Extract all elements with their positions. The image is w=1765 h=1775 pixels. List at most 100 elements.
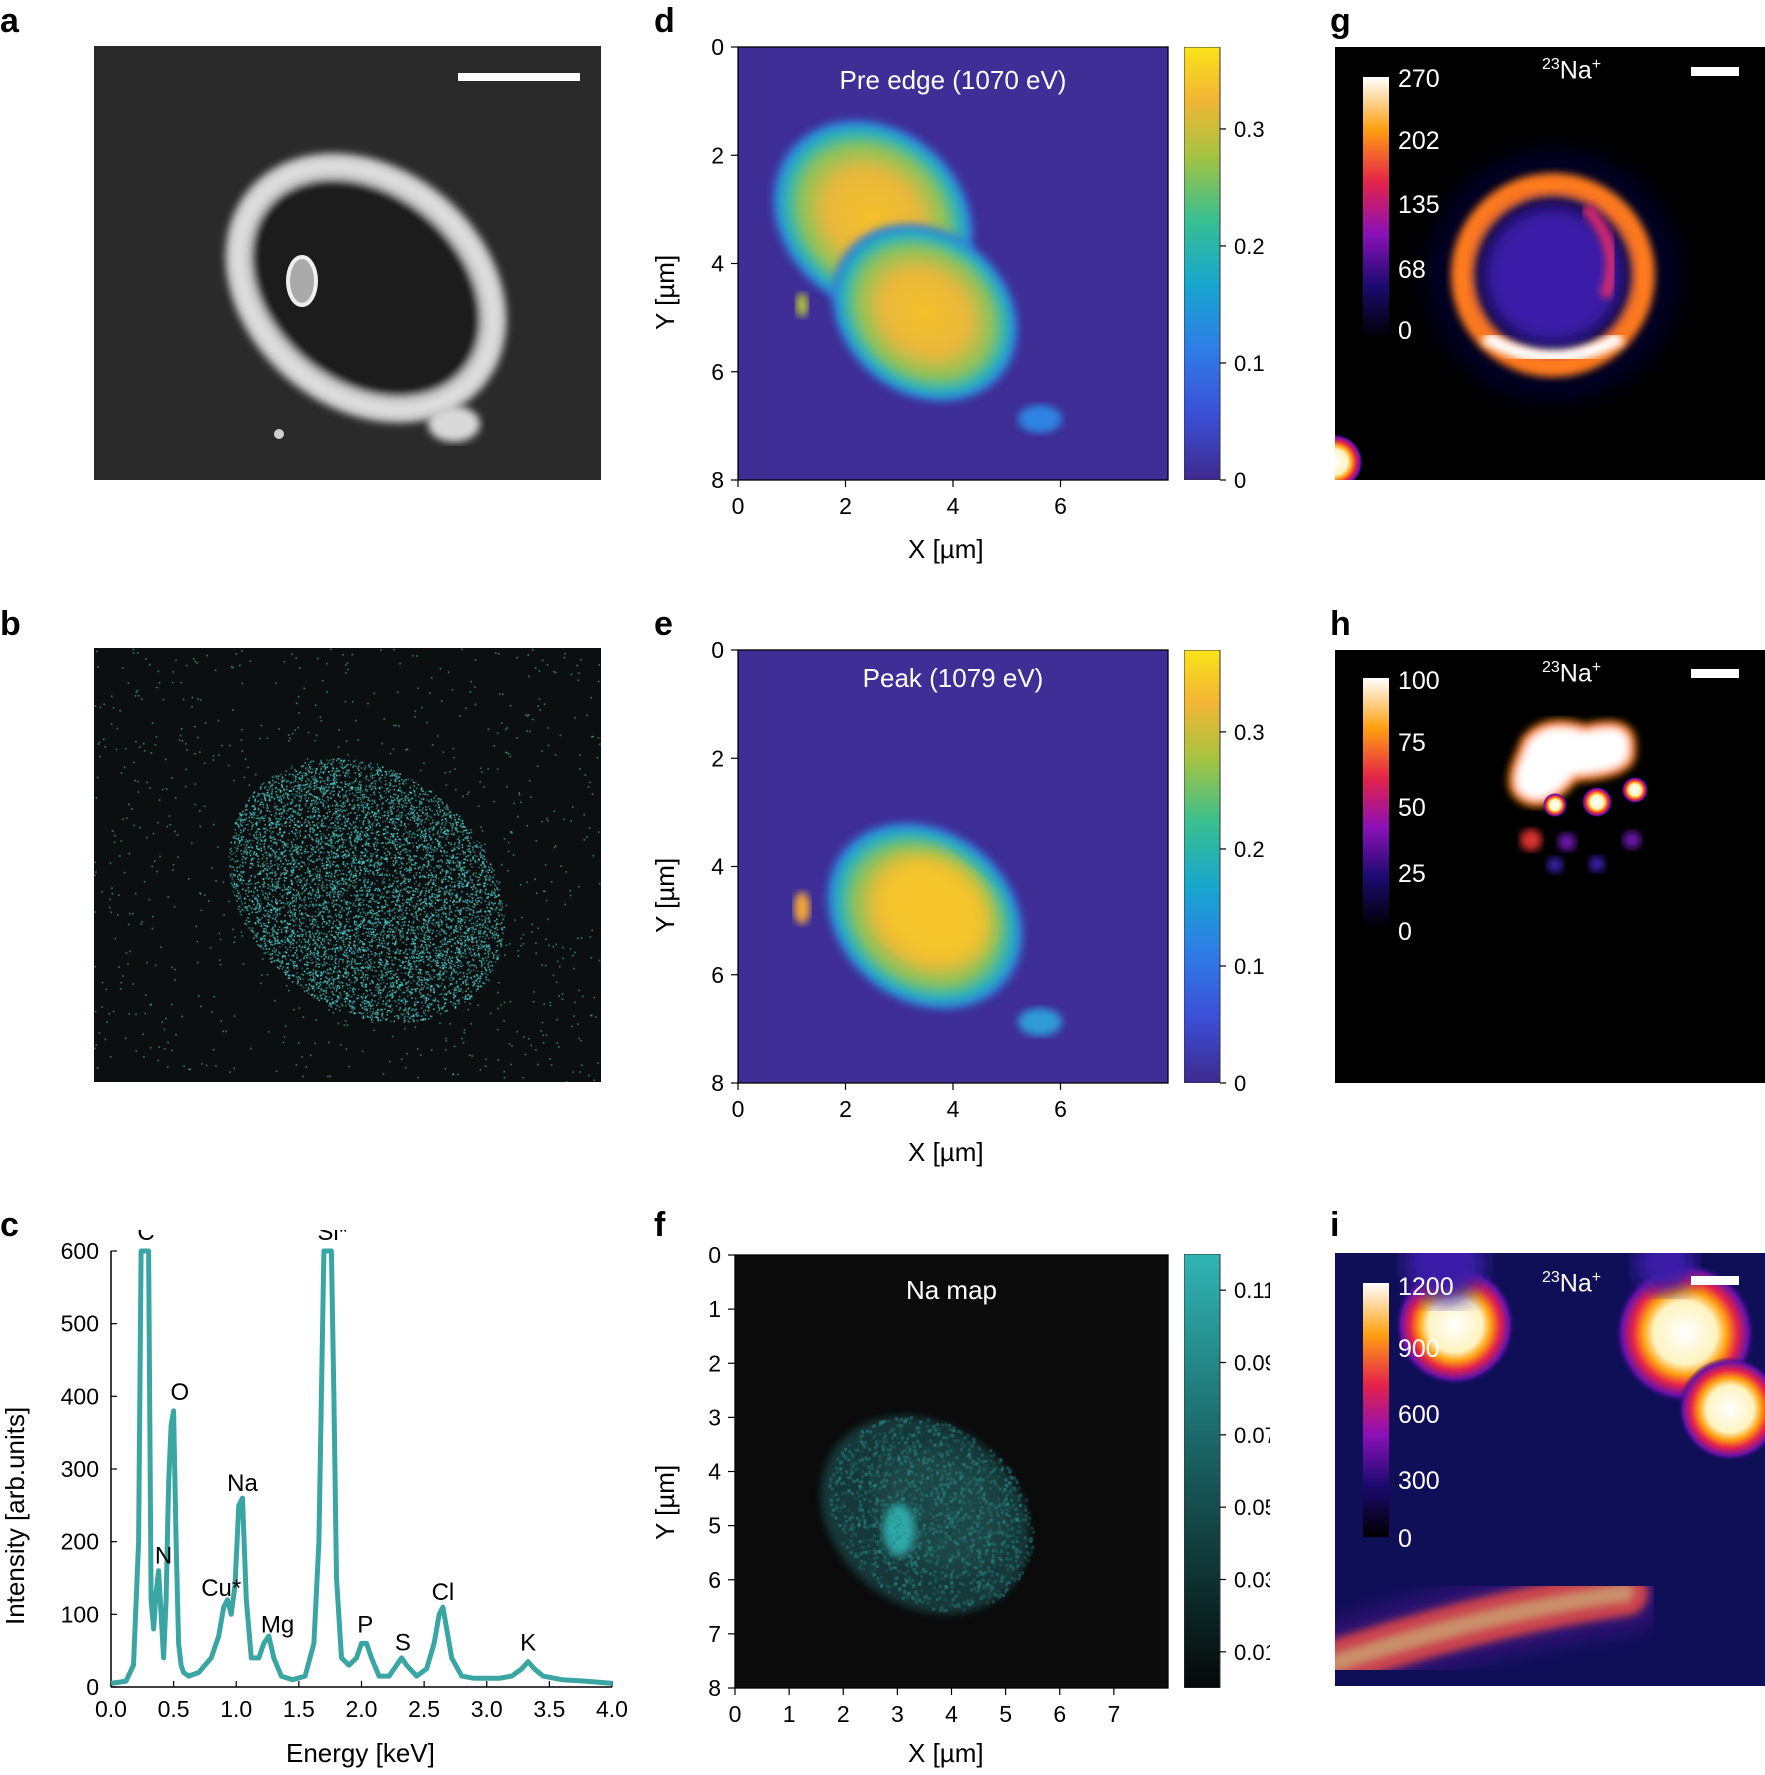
- eds-particle-dot: [489, 965, 492, 967]
- eds-particle-dot: [352, 885, 354, 887]
- eds-particle-dot: [369, 910, 371, 912]
- eds-particle-dot: [417, 814, 419, 816]
- eds-background-dot: [509, 831, 512, 833]
- eds-background-dot: [149, 1004, 152, 1006]
- panel-label-b: b: [0, 605, 21, 643]
- eds-particle-dot: [373, 899, 375, 902]
- eds-particle-dot: [419, 1019, 422, 1021]
- eds-particle-dot: [330, 955, 332, 957]
- eds-background-dot: [240, 739, 243, 741]
- eds-particle-dot: [420, 869, 423, 871]
- eds-particle-dot: [341, 838, 343, 841]
- eds-particle-dot: [304, 883, 306, 886]
- eds-particle-dot: [352, 862, 355, 864]
- eds-particle-dot: [293, 939, 295, 942]
- eds-particle-dot: [301, 892, 303, 895]
- eds-background-dot: [517, 949, 520, 952]
- eds-particle-dot: [282, 897, 284, 899]
- eds-particle-dot: [456, 860, 459, 862]
- eds-particle-dot: [397, 794, 399, 797]
- eds-particle-dot: [344, 930, 347, 933]
- eds-particle-dot: [275, 916, 277, 919]
- eds-particle-dot: [345, 907, 347, 909]
- eds-particle-dot: [448, 928, 451, 930]
- eds-particle-dot: [296, 893, 298, 896]
- eds-particle-dot: [420, 927, 423, 930]
- eds-particle-dot: [370, 928, 373, 930]
- eds-background-dot: [145, 658, 147, 660]
- eds-particle-dot: [374, 934, 377, 937]
- eds-background-dot: [366, 974, 369, 976]
- eds-particle-dot: [274, 853, 277, 855]
- eds-particle-dot: [233, 894, 236, 896]
- eds-particle-dot: [345, 903, 347, 905]
- eds-background-dot: [303, 784, 306, 787]
- eds-background-dot: [535, 952, 538, 955]
- eds-particle-dot: [392, 802, 394, 804]
- eds-particle-dot: [471, 893, 474, 895]
- eds-particle-dot: [477, 915, 479, 918]
- eds-particle-dot: [403, 903, 405, 905]
- eds-particle-dot: [336, 885, 338, 888]
- eds-particle-dot: [242, 810, 244, 813]
- eds-particle-dot: [248, 833, 251, 836]
- eds-particle-dot: [453, 977, 455, 979]
- eds-particle-dot: [313, 878, 315, 880]
- eds-particle-dot: [235, 850, 238, 852]
- eds-particle-dot: [325, 875, 327, 877]
- eds-particle-dot: [429, 995, 432, 997]
- eds-particle-dot: [455, 986, 458, 988]
- eds-particle-dot: [385, 1002, 388, 1005]
- eds-particle-dot: [253, 796, 255, 798]
- eds-background-dot: [230, 666, 233, 668]
- eds-particle-dot: [384, 986, 387, 988]
- eds-particle-dot: [488, 921, 491, 923]
- eds-background-dot: [180, 681, 183, 684]
- eds-particle-dot: [300, 879, 302, 882]
- eds-background-dot: [508, 1043, 511, 1045]
- eds-background-dot: [203, 762, 206, 765]
- eds-particle-dot: [382, 990, 384, 992]
- eds-particle-dot: [407, 1020, 410, 1022]
- eds-background-dot: [391, 1035, 394, 1038]
- eds-particle-dot: [271, 888, 274, 891]
- eds-particle-dot: [360, 887, 362, 889]
- eds-particle-dot: [321, 802, 323, 804]
- eds-background-dot: [554, 754, 557, 756]
- eds-background-dot: [409, 932, 412, 935]
- eds-background-dot: [484, 843, 486, 846]
- eds-particle-dot: [454, 925, 457, 928]
- eds-particle-dot: [489, 877, 491, 879]
- eds-particle-dot: [350, 1005, 352, 1008]
- eds-particle-dot: [436, 896, 439, 898]
- eds-particle-dot: [338, 835, 340, 837]
- eds-particle-dot: [397, 815, 400, 817]
- eds-particle-dot: [497, 882, 500, 885]
- eds-particle-dot: [381, 1013, 383, 1015]
- eds-particle-dot: [381, 942, 384, 945]
- eds-particle-dot: [448, 961, 450, 964]
- eds-particle-dot: [289, 821, 291, 824]
- eds-particle-dot: [296, 875, 299, 877]
- eds-particle-dot: [429, 904, 432, 906]
- eds-particle-dot: [301, 904, 303, 907]
- eds-background-dot: [429, 874, 432, 876]
- eds-particle-dot: [381, 803, 383, 806]
- eds-particle-dot: [391, 817, 394, 820]
- eds-particle-dot: [359, 939, 362, 942]
- eds-background-dot: [221, 744, 223, 747]
- eds-particle-dot: [398, 1002, 400, 1005]
- eds-particle-dot: [496, 895, 499, 897]
- eds-background-dot: [531, 649, 534, 651]
- eds-particle-dot: [295, 950, 298, 952]
- eds-particle-dot: [309, 829, 311, 831]
- eds-particle-dot: [251, 858, 254, 860]
- eds-particle-dot: [477, 977, 480, 979]
- eds-background-dot: [131, 808, 133, 810]
- eds-particle-dot: [408, 964, 411, 966]
- eds-background-dot: [200, 1005, 202, 1008]
- eds-background-dot: [442, 836, 444, 838]
- eds-particle-dot: [432, 949, 435, 952]
- eds-background-dot: [327, 1075, 329, 1078]
- eds-particle-dot: [266, 894, 269, 896]
